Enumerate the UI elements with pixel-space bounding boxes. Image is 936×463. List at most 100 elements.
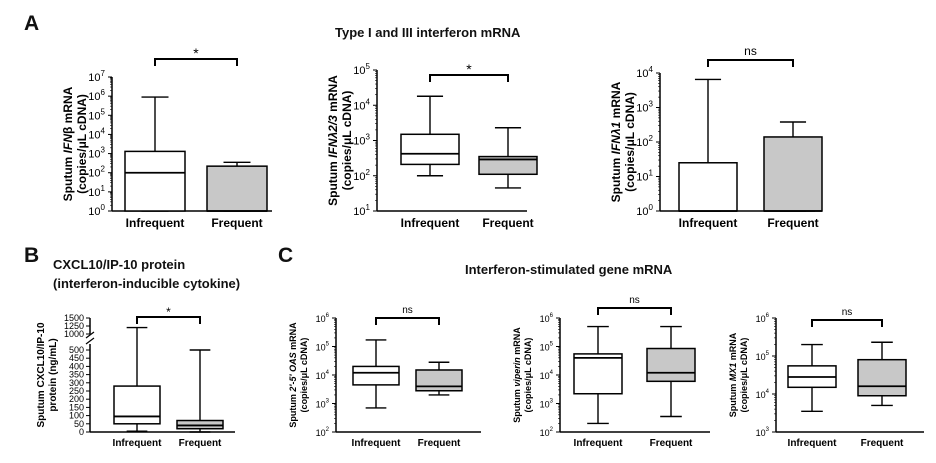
y-tick-label: 102 [540,427,554,438]
significance-bracket [154,58,238,66]
box-infrequent [678,162,738,212]
y-tick-label: 102 [353,168,370,183]
y-tick-label: 200 [69,394,84,404]
significance-label: ns [629,295,640,306]
y-tick-label: 104 [88,126,105,141]
significance-label: * [193,45,199,61]
y-tick-label: 101 [88,184,105,199]
x-tick-label: Infrequent [574,438,624,449]
x-tick-label: Infrequent [113,438,163,449]
y-tick-label: 103 [88,146,105,161]
y-axis-label-units: (copies/μL cDNA) [75,94,89,194]
y-tick-label: 1500 [64,313,84,323]
panel-a-letter: A [24,12,40,35]
y-tick-label: 104 [636,65,653,80]
chart-ifnb: 100 101 102 103 104 105 106 107 Sputum IFNβ mRNA… [61,45,272,230]
y-tick-label: 1250 [64,321,84,331]
y-tick-label: 103 [756,427,770,438]
chart-mx1: 103 104 105 106 Sputum MX1 mRNA (copies/μL cD… [728,307,924,449]
y-tick-label: 104 [540,370,554,381]
y-tick-label: 300 [69,378,84,388]
significance-label: * [466,61,472,77]
y-tick-label: 103 [316,399,330,410]
x-tick-label: Infrequent [679,216,738,230]
y-axis-label: Sputum 2'-5' OAS mRNA [288,322,298,428]
y-tick-label: 450 [69,353,84,363]
x-tick-label: Frequent [482,216,533,230]
y-tick-label: 101 [636,169,653,184]
chart-oas: 102 103 104 105 106 Sputum 2'-5' OAS mRNA(cop… [288,305,481,449]
y-tick-label: 102 [636,134,653,149]
y-axis-label-units: (copies/μL cDNA) [623,92,637,192]
y-tick-label: 102 [88,165,105,180]
y-tick-label: 50 [74,419,84,429]
panel-c-title: Interferon-stimulated gene mRNA [465,262,673,277]
box-frequent [415,369,463,392]
chart-ifnl1: 100 101 102 103 104 Sputum IFNλ1 mRNA (copies/… [609,44,823,230]
box-infrequent [352,365,400,386]
y-tick-label: 350 [69,370,84,380]
y-tick-label: 102 [316,427,330,438]
y-tick-label: 250 [69,386,84,396]
y-axis-label: Sputum IFNβ mRNA [61,86,75,201]
x-tick-label: Infrequent [401,216,460,230]
y-tick-label: 103 [636,100,653,115]
box-frequent [763,136,823,212]
y-tick-label: 106 [88,88,105,103]
y-tick-label: 103 [540,399,554,410]
y-tick-label: 105 [316,342,330,353]
x-tick-label: Frequent [767,216,818,230]
panel-c-letter: C [278,244,294,267]
y-tick-label: 106 [316,313,330,324]
significance-bracket [136,316,201,324]
y-tick-label: 106 [540,313,554,324]
y-tick-label: 104 [756,389,770,400]
significance-bracket [811,319,883,327]
box-infrequent [124,150,186,212]
x-tick-label: Infrequent [352,438,402,449]
y-tick-label: 150 [69,402,84,412]
box-infrequent [113,385,161,425]
significance-bracket [429,74,509,82]
box-infrequent [400,133,460,166]
x-tick-label: Frequent [179,438,222,449]
y-tick-label: 500 [69,345,84,355]
y-tick-label: 100 [69,411,84,421]
y-tick-label: 1000 [64,329,84,339]
significance-label: ns [402,305,413,316]
y-tick-label: 0 [79,427,84,437]
significance-bracket [375,317,440,325]
y-tick-label: 107 [88,69,105,84]
panel-b-letter: B [24,244,40,267]
y-axis-label-units: (copies/μL cDNA) [299,338,309,413]
significance-bracket [597,307,672,315]
axis-break-mark [85,337,95,345]
y-axis-label-units: (copies/μL cDNA) [340,91,354,191]
x-tick-label: Infrequent [788,438,838,449]
y-axis-label: Sputum IFNλ1 mRNA [609,81,623,202]
chart-viperin: 102 103 104 105 106 Sputum viperin mRNA (copie… [512,295,710,449]
x-tick-label: Frequent [418,438,461,449]
y-axis-label: Sputum CXCL10/IP-10 [36,322,47,427]
panel-a-title: Type I and III interferon mRNA [335,25,521,40]
y-tick-label: 104 [353,97,370,112]
y-tick-label: 105 [353,62,370,77]
y-tick-label: 104 [316,370,330,381]
y-tick-label: 105 [88,107,105,122]
y-axis-label-units: (copies/μL cDNA) [739,338,749,413]
box-frequent [646,347,696,383]
y-tick-label: 100 [88,203,105,218]
significance-label: ns [744,44,757,58]
y-axis-label: Sputum viperin mRNA [512,327,522,423]
x-tick-label: Frequent [861,438,904,449]
chart-ifnl23: 101 102 103 104 105 Sputum IFNλ2/3 mRNA (copie… [326,61,538,230]
x-tick-label: Frequent [650,438,693,449]
significance-bracket [707,59,794,67]
panel-b-title-line2: (interferon-inducible cytokine) [53,276,241,291]
y-tick-label: 106 [756,313,770,324]
y-axis-label: Sputum MX1 mRNA [728,332,738,417]
panel-b-title-line1: CXCL10/IP-10 protein [53,257,186,272]
y-axis-label-units: protein (ng/mL) [48,338,59,411]
